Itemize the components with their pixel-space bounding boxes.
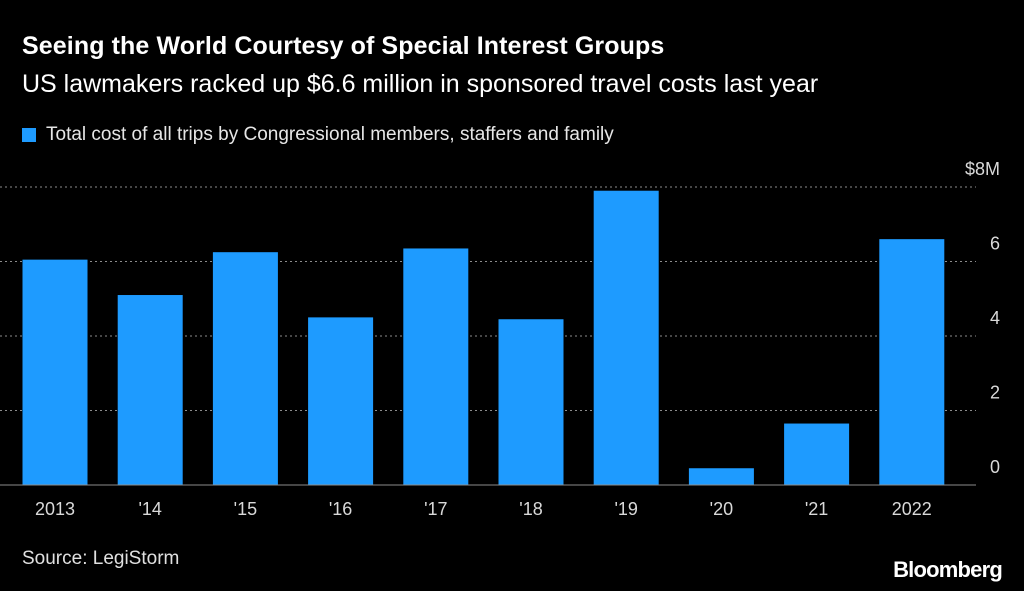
x-tick-label: '20	[710, 499, 733, 519]
bar-2	[212, 252, 278, 485]
y-tick-label: 2	[990, 383, 1000, 403]
source-note: Source: LegiStorm	[22, 548, 180, 569]
bar-6	[593, 190, 659, 485]
x-tick-label: 2022	[892, 499, 932, 519]
bar-9	[879, 239, 945, 485]
y-tick-label: 4	[990, 308, 1000, 328]
x-tick-label: '16	[329, 499, 352, 519]
y-tick-label: 6	[990, 234, 1000, 254]
bloomberg-logo: Bloomberg	[893, 557, 1003, 582]
x-tick-label: '21	[805, 499, 828, 519]
bar-7	[688, 468, 754, 485]
bar-8	[784, 423, 850, 485]
legend-label: Total cost of all trips by Congressional…	[46, 124, 614, 145]
bar-3	[308, 317, 374, 485]
x-tick-label: '18	[519, 499, 542, 519]
x-tick-label: 2013	[35, 499, 75, 519]
x-tick-label: '17	[424, 499, 447, 519]
bar-4	[403, 248, 469, 485]
x-tick-label: '19	[614, 499, 637, 519]
x-tick-label: '15	[234, 499, 257, 519]
legend-swatch	[22, 128, 36, 142]
chart-subtitle: US lawmakers racked up $6.6 million in s…	[22, 70, 819, 98]
bar-0	[22, 259, 88, 485]
legend: Total cost of all trips by Congressional…	[22, 124, 614, 146]
chart-title: Seeing the World Courtesy of Special Int…	[22, 32, 665, 60]
bar-1	[117, 295, 183, 485]
y-tick-label: 0	[990, 457, 1000, 477]
x-tick-label: '14	[138, 499, 161, 519]
bar-5	[498, 319, 564, 485]
y-tick-label: $8M	[965, 159, 1000, 179]
